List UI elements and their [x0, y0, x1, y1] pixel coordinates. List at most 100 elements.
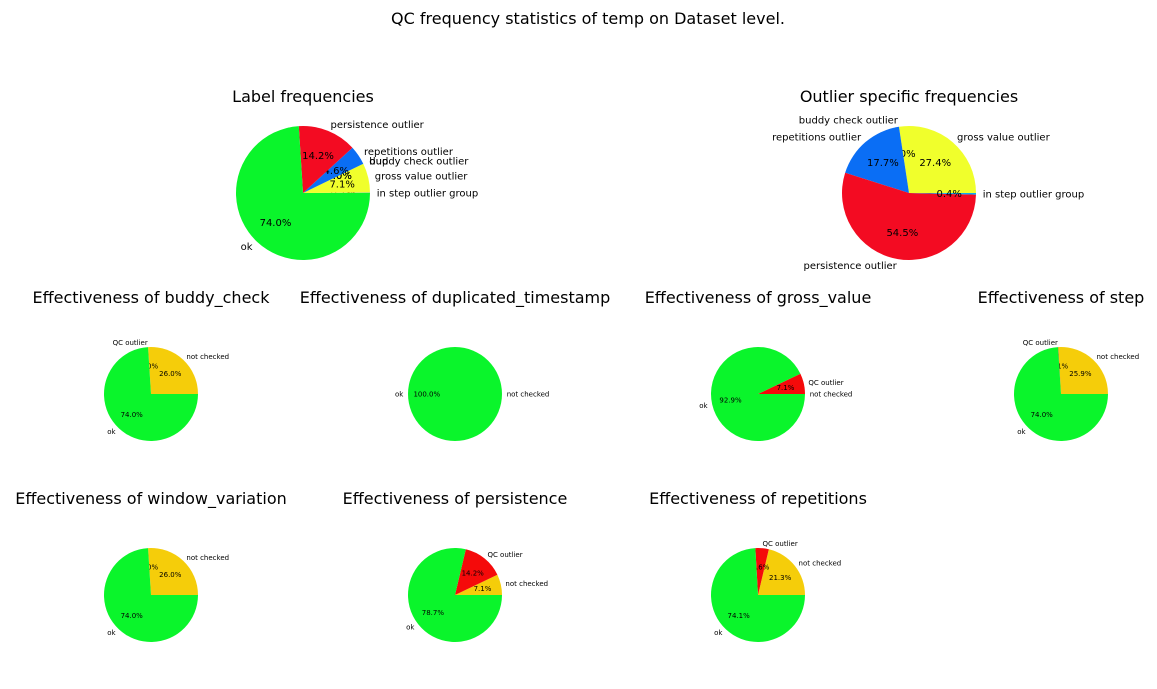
- pie-chart-effectiveness-of-buddy-check: Effectiveness of buddy_check 26.0% not che…: [33, 288, 271, 441]
- pie-chart-effectiveness-of-gross-value: Effectiveness of gross_value0.0%not chec…: [645, 288, 872, 441]
- pie-chart-effectiveness-of-repetitions: Effectiveness of repetitions 21.3% not che…: [649, 489, 867, 642]
- slice-category-label: persistence outlier: [804, 261, 898, 272]
- pie-slice-ok: [408, 347, 502, 441]
- slice-pct-label: 78.7%: [422, 609, 445, 617]
- slice-category-label: ok: [714, 629, 723, 637]
- pie-slice-persistence-outlier: [298, 126, 353, 193]
- slice-category-label: repetitions outlier: [772, 132, 862, 143]
- slice-pct-label: 26.0%: [159, 370, 182, 378]
- pie-title: Effectiveness of window_variation: [15, 489, 287, 509]
- slice-pct-label: 54.5%: [886, 228, 918, 239]
- pie-chart-effectiveness-of-duplicated-timestamp: Effectiveness of duplicated_timestamp0.0…: [300, 288, 611, 441]
- slice-pct-label: 14.2%: [302, 151, 334, 162]
- pie-slice-not-checked: [758, 549, 805, 595]
- pie-slice-repetitions-outlier: [845, 126, 909, 193]
- slice-category-label: QC outlier: [487, 551, 522, 559]
- pie-title: Effectiveness of step: [978, 288, 1145, 307]
- pie-slice-gross-value-outlier: [303, 163, 370, 193]
- slice-category-label: in step outlier group: [983, 189, 1085, 200]
- slice-pct-label: 21.3%: [769, 574, 792, 582]
- pie-slice-qc-outlier: [455, 549, 498, 595]
- pie-slice-not-checked: [148, 548, 198, 595]
- slice-pct-label: 26.0%: [159, 571, 182, 579]
- slice-pct-label: 74.0%: [1031, 411, 1054, 419]
- pie-chart-outlier-specific-frequencies: Outlier specific frequencies 27.4% gross v…: [772, 87, 1084, 272]
- slice-category-label: ok: [241, 242, 253, 253]
- slice-category-label: dup: [369, 156, 388, 167]
- slice-pct-label: 74.0%: [121, 612, 144, 620]
- slice-pct-label: 92.9%: [719, 397, 742, 405]
- slice-pct-label: 0.0%: [326, 171, 351, 182]
- pie-slice-ok: [710, 347, 805, 441]
- slice-pct-label: 4.6%: [324, 166, 349, 177]
- slice-pct-label: 7.1%: [474, 585, 492, 593]
- pie-slice-ok: [103, 548, 198, 642]
- figure-suptitle: QC frequency statistics of temp on Datas…: [391, 9, 785, 28]
- slice-category-label: ok: [1017, 428, 1026, 436]
- pie-slice-not-checked: [455, 574, 502, 595]
- pie-slice-qc-outlier: [1058, 347, 1061, 394]
- pie-chart-effectiveness-of-window-variation: Effectiveness of window_variation 26.0% no…: [15, 489, 287, 642]
- pie-chart-effectiveness-of-persistence: Effectiveness of persistence 7.1% not chec…: [343, 489, 568, 642]
- slice-pct-label: 0.4%: [936, 189, 961, 200]
- pie-slice-not-checked: [148, 347, 198, 394]
- pie-slice-in-step-outlier-group: [909, 193, 976, 195]
- pie-title: Effectiveness of persistence: [343, 489, 568, 508]
- pie-slice-repetitions-outlier: [303, 147, 364, 193]
- slice-category-label: ok: [406, 624, 415, 632]
- slice-category-label: not checked: [810, 390, 853, 398]
- pie-slice-not-checked: [1058, 347, 1108, 394]
- slice-pct-label: 7.1%: [777, 384, 795, 392]
- slice-pct-label: 74.1%: [728, 612, 751, 620]
- slice-category-label: persistence outlier: [331, 120, 425, 131]
- slice-pct-label: 14.2%: [462, 569, 485, 577]
- slice-category-label: in step outlier group: [377, 188, 479, 199]
- slice-pct-label: 0.0%: [140, 563, 158, 571]
- pie-slice-gross-value-outlier: [898, 126, 976, 193]
- slice-pct-label: 25.9%: [1069, 370, 1092, 378]
- slice-pct-label: 74.0%: [121, 411, 144, 419]
- pie-slice-qc-outlier: [755, 548, 769, 595]
- pie-title: Outlier specific frequencies: [800, 87, 1018, 106]
- slice-category-label: ok: [395, 390, 404, 398]
- slice-pct-label: 0.0%: [326, 171, 351, 182]
- slice-category-label: not checked: [799, 559, 842, 567]
- pie-title: Effectiveness of buddy_check: [33, 288, 271, 308]
- pie-chart-effectiveness-of-step: Effectiveness of step 25.9% not checked 0.1…: [978, 288, 1145, 441]
- slice-category-label: buddy check outlier: [369, 156, 469, 167]
- slice-category-label: not checked: [507, 390, 550, 398]
- slice-pct-label: 100.0%: [413, 390, 440, 398]
- pie-title: Effectiveness of repetitions: [649, 489, 867, 508]
- slice-pct-label: 17.7%: [867, 158, 899, 169]
- slice-pct-label: 4.6%: [752, 563, 770, 571]
- pie-slice-ok: [1014, 347, 1108, 441]
- pie-slice-qc-outlier: [758, 373, 805, 394]
- slice-pct-label: 0.0%: [140, 362, 158, 370]
- pie-slice-persistence-outlier: [842, 172, 976, 260]
- slice-category-label: QC outlier: [808, 379, 843, 387]
- pie-chart-label-frequencies: Label frequencies0.1%in step outlier gro…: [232, 87, 479, 261]
- slice-category-label: ok: [107, 428, 116, 436]
- slice-pct-label: 27.4%: [919, 158, 951, 169]
- slice-pct-label: 0.1%: [1050, 362, 1068, 370]
- slice-category-label: ok: [699, 402, 708, 410]
- slice-category-label: repetitions outlier: [364, 147, 454, 158]
- slice-pct-label: 7.1%: [329, 179, 354, 190]
- slice-category-label: ok: [107, 629, 116, 637]
- slice-category-label: QC outlier: [763, 540, 798, 548]
- slice-category-label: gross value outlier: [375, 172, 469, 183]
- slice-category-label: QC outlier: [113, 339, 148, 347]
- slice-category-label: not checked: [186, 353, 229, 361]
- pie-slice-ok: [235, 126, 370, 261]
- slice-category-label: QC outlier: [1023, 339, 1058, 347]
- slice-pct-label: 74.0%: [260, 218, 292, 229]
- pie-title: Effectiveness of gross_value: [645, 288, 872, 308]
- slice-category-label: gross value outlier: [957, 133, 1051, 144]
- pie-slice-ok: [407, 548, 502, 642]
- pie-charts-container: Label frequencies 0.1% in step outlier gro…: [15, 87, 1144, 642]
- pie-slice-ok: [711, 548, 805, 642]
- slice-category-label: not checked: [1097, 353, 1140, 361]
- pie-title: Label frequencies: [232, 87, 374, 106]
- pie-title: Effectiveness of duplicated_timestamp: [300, 288, 611, 308]
